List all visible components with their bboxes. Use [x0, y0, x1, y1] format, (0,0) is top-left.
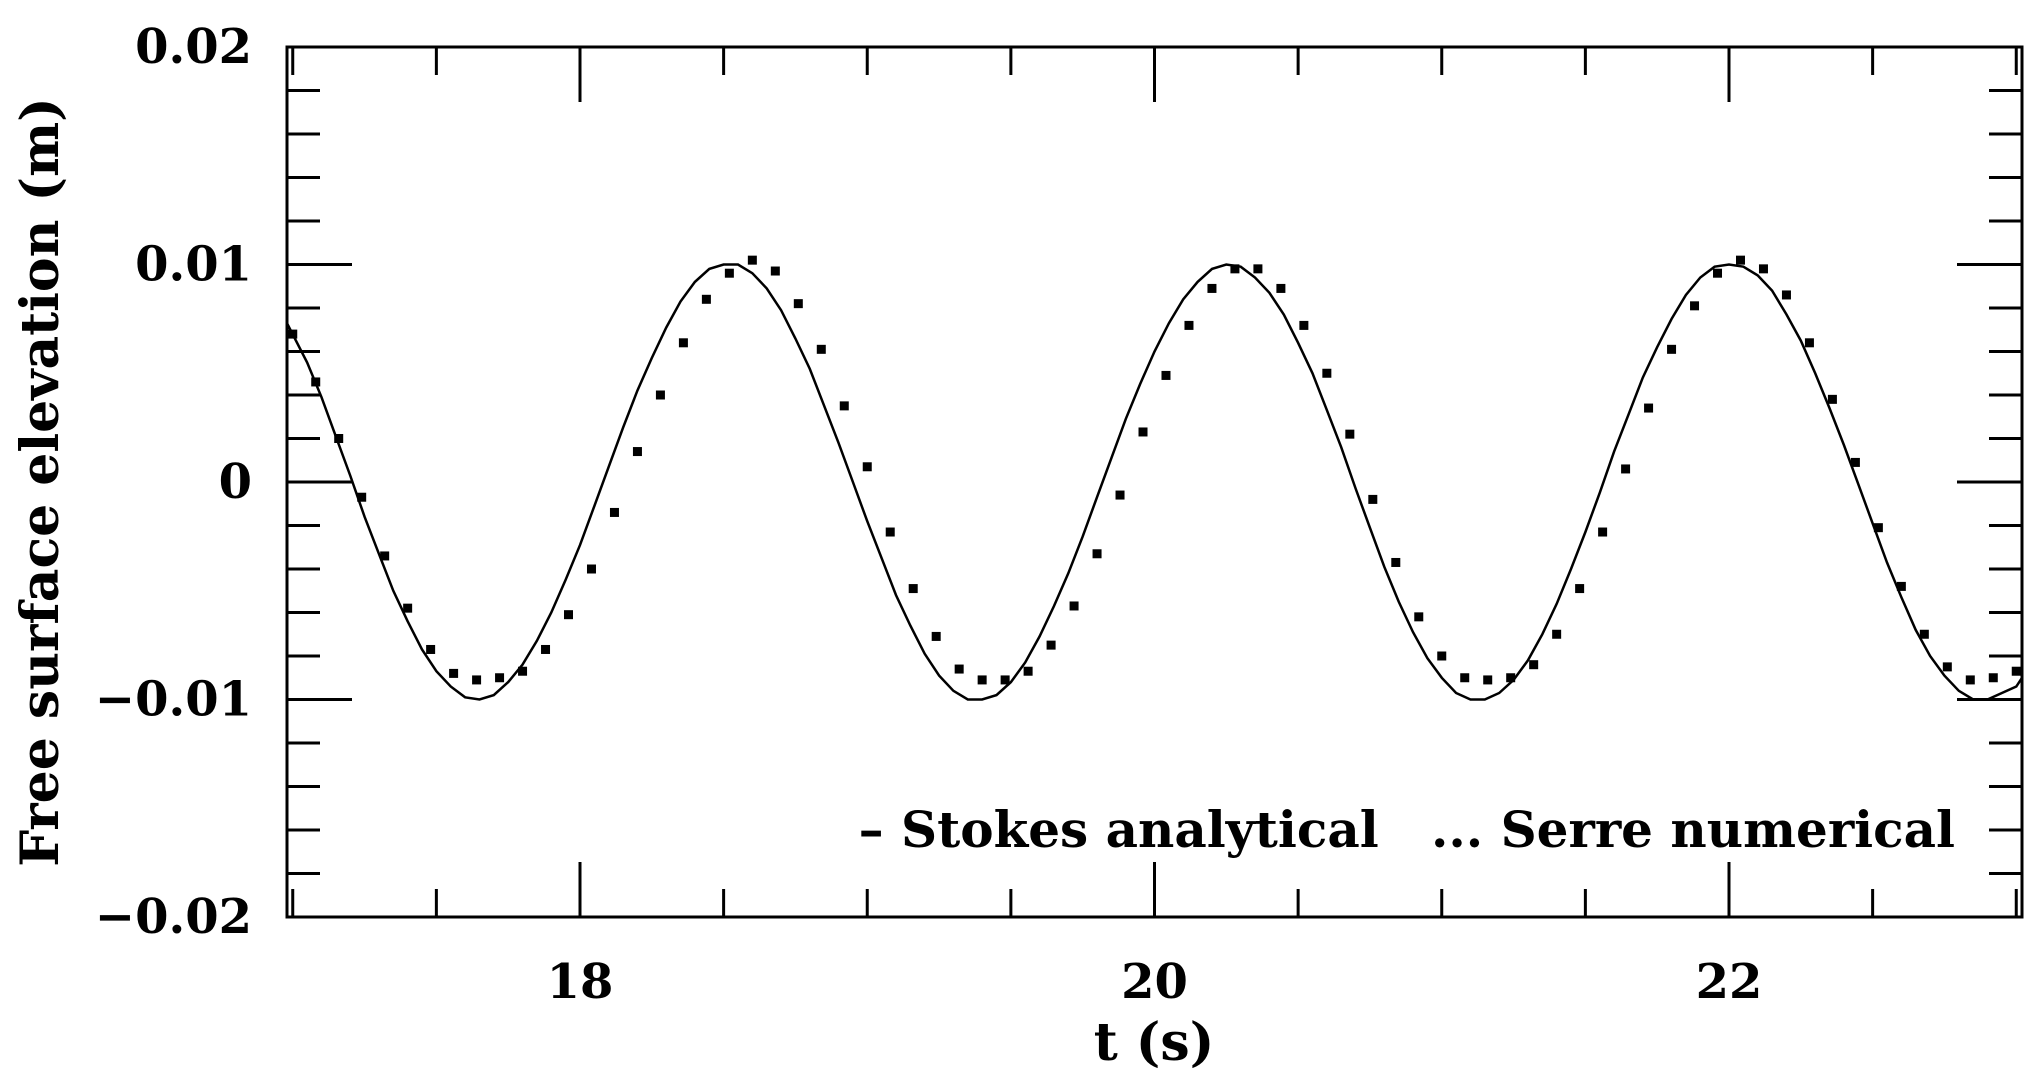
serre-point	[1069, 601, 1079, 611]
serre-point	[449, 668, 459, 678]
stokes-line	[285, 263, 2024, 701]
serre-point	[1276, 283, 1286, 293]
serre-point	[724, 268, 734, 278]
serre-point	[1713, 268, 1723, 278]
serre-point	[1046, 640, 1056, 650]
serre-point	[678, 338, 688, 348]
serre-point	[1827, 394, 1837, 404]
axis-ticks	[287, 45, 2022, 919]
serre-point	[1850, 457, 1860, 467]
serre-point	[931, 631, 941, 641]
serre-point	[1345, 429, 1355, 439]
serre-point	[609, 507, 619, 517]
serre-point	[1253, 264, 1263, 274]
serre-point	[1437, 651, 1447, 661]
serre-point	[564, 610, 574, 620]
serre-point	[311, 377, 321, 387]
x-tick-label: 20	[1121, 954, 1188, 1010]
serre-point	[1965, 675, 1975, 685]
serre-point	[793, 299, 803, 309]
serre-point	[1575, 584, 1585, 594]
serre-point	[1873, 523, 1883, 533]
serre-point	[977, 675, 987, 685]
x-axis-title: t (s)	[1094, 1012, 1215, 1073]
serre-point	[1230, 264, 1240, 274]
y-tick-label: 0.02	[135, 19, 252, 75]
serre-point	[747, 255, 757, 265]
serre-point	[655, 390, 665, 400]
serre-point	[1552, 629, 1562, 639]
serre-point	[1690, 301, 1700, 311]
serre-point	[1207, 283, 1217, 293]
serre-point	[770, 266, 780, 276]
y-tick-label: 0.01	[135, 237, 252, 293]
serre-point	[1804, 338, 1814, 348]
serre-point	[403, 603, 413, 613]
x-tick-label: 18	[547, 954, 614, 1010]
legend: – Stokes analytical ... Serre numerical	[859, 800, 1955, 859]
serre-point	[1621, 464, 1631, 474]
serre-point	[701, 294, 711, 304]
serre-point	[908, 584, 918, 594]
serre-point	[1000, 675, 1010, 685]
serre-point	[1299, 320, 1309, 330]
serre-point	[1391, 557, 1401, 567]
serre-point	[632, 447, 642, 457]
serre-point	[1414, 612, 1424, 622]
serre-point	[1942, 662, 1952, 672]
serre-point	[1092, 549, 1102, 559]
serre-point	[862, 462, 872, 472]
serre-point	[1460, 673, 1470, 683]
serre-point	[954, 664, 964, 674]
serre-point	[1896, 581, 1906, 591]
serre-point	[1735, 255, 1745, 265]
serre-point	[518, 666, 528, 676]
serre-point	[1138, 427, 1148, 437]
serre-point	[816, 344, 826, 354]
tick-labels: 18 20 22 0.02 0.01 0 −0.01 −0.02	[95, 19, 1763, 1010]
serre-point	[380, 551, 390, 561]
serre-point	[1598, 527, 1608, 537]
serre-point	[1115, 490, 1125, 500]
serre-point	[334, 434, 344, 443]
serre-point	[1483, 675, 1493, 685]
serre-point	[1644, 403, 1654, 413]
serre-point	[1184, 320, 1194, 330]
plot-frame	[285, 45, 2024, 919]
serre-point	[1368, 494, 1378, 504]
y-tick-label: −0.01	[95, 672, 252, 728]
y-axis-title: Free surface elevation (m)	[10, 97, 71, 867]
serre-point	[1161, 370, 1171, 380]
serre-point	[472, 675, 482, 685]
x-tick-label: 22	[1696, 954, 1763, 1010]
series-layer	[285, 255, 2024, 701]
serre-point	[1758, 264, 1768, 274]
serre-point	[426, 644, 436, 654]
serre-point	[541, 644, 551, 654]
serre-point	[1322, 368, 1332, 378]
serre-point	[2011, 666, 2021, 676]
serre-point	[586, 564, 596, 574]
serre-point	[1781, 290, 1791, 300]
serre-point	[1667, 344, 1677, 354]
serre-point	[1988, 673, 1998, 683]
serre-point	[1023, 666, 1033, 676]
serre-point	[357, 492, 367, 502]
serre-point	[1529, 660, 1539, 670]
y-tick-label: −0.02	[95, 889, 252, 945]
serre-point	[1506, 673, 1516, 683]
serre-point	[1919, 629, 1929, 639]
y-tick-label: 0	[219, 454, 252, 510]
serre-point	[839, 401, 849, 411]
serre-point	[495, 673, 505, 683]
serre-point	[885, 527, 895, 537]
serre-point	[288, 329, 298, 339]
